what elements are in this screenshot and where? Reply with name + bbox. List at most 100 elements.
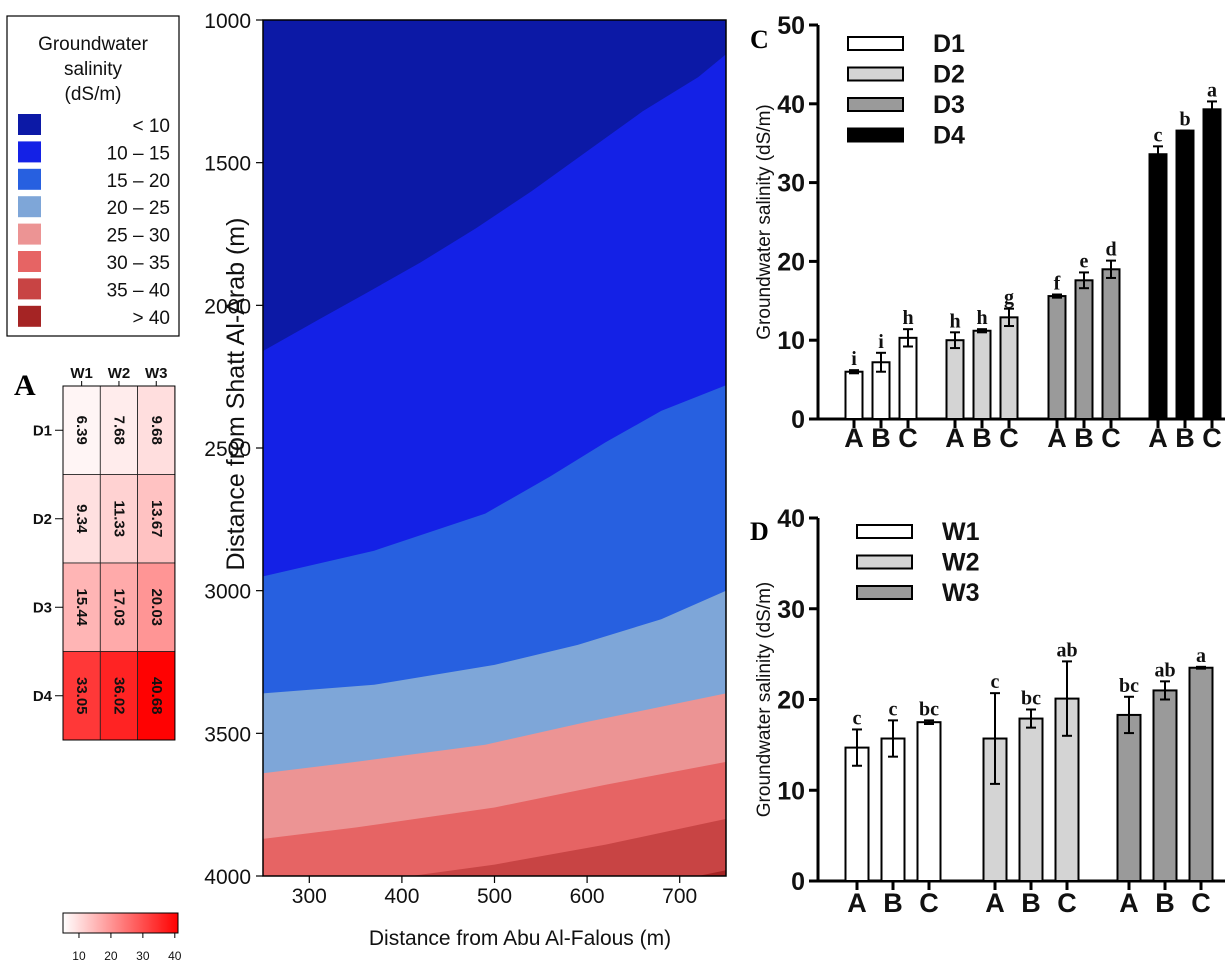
bar xyxy=(945,339,965,421)
colorbar-tick-label: 20 xyxy=(104,949,118,963)
panel-letter-a: A xyxy=(14,369,36,402)
heatmap-value: 9.68 xyxy=(148,416,165,445)
legend-swatch xyxy=(856,585,913,600)
x-tick-label: A xyxy=(847,888,867,918)
y-tick-label: 10 xyxy=(777,777,805,805)
x-tick-label: 500 xyxy=(477,885,512,908)
contour-region xyxy=(698,870,726,876)
legend-label: D4 xyxy=(933,122,965,150)
x-tick-label: A xyxy=(1119,888,1139,918)
y-tick-label: 2500 xyxy=(204,438,251,461)
legend-swatch xyxy=(18,305,41,327)
heatmap-cell xyxy=(99,651,139,741)
heatmap-col-label: W1 xyxy=(70,365,93,382)
legend-label: 10 – 15 xyxy=(107,143,170,164)
legend-title: Groundwater xyxy=(38,34,149,55)
colorbar xyxy=(62,912,179,934)
panel-letter-d: D xyxy=(750,517,769,546)
significance-letter: c xyxy=(1154,124,1163,146)
legend-label: 15 – 20 xyxy=(107,171,170,192)
y-tick-label: 3500 xyxy=(204,723,251,746)
y-tick-label: 4000 xyxy=(204,866,251,889)
bar xyxy=(972,329,992,420)
significance-letter: i xyxy=(851,348,857,370)
y-tick-label: 0 xyxy=(791,406,805,434)
heatmap-row-label: D1 xyxy=(33,422,52,439)
bar-panel-d: 0 10 20 30 40 Groundwater salinity (dS/m) c Ac B… xyxy=(754,505,1225,918)
bar xyxy=(1202,108,1222,420)
y-tick-label: 30 xyxy=(777,170,805,198)
y-tick-label: 0 xyxy=(791,868,805,896)
y-tick-label: 40 xyxy=(777,505,805,533)
panel-letter-c: C xyxy=(750,25,769,54)
legend-label: > 40 xyxy=(132,308,170,329)
y-tick-label: 1000 xyxy=(204,10,251,33)
legend-swatch xyxy=(847,127,904,143)
x-tick-label: C xyxy=(999,423,1019,453)
heatmap-value: 9.34 xyxy=(73,504,90,534)
heatmap-value: 36.02 xyxy=(110,677,127,715)
y-tick-label: 40 xyxy=(777,91,805,119)
significance-letter: f xyxy=(1054,272,1061,294)
x-tick-label: 300 xyxy=(292,885,327,908)
heatmap-value: 7.68 xyxy=(110,416,127,445)
x-tick-label: B xyxy=(972,423,992,453)
significance-letter: b xyxy=(1179,109,1190,131)
legend-swatch xyxy=(856,554,913,570)
heatmap-row-label: D2 xyxy=(33,511,52,528)
y-tick-label: 2000 xyxy=(204,295,251,318)
heatmap-col-label: W3 xyxy=(145,365,168,382)
heatmap-value: 40.68 xyxy=(148,677,165,715)
x-tick-label: C xyxy=(1191,888,1211,918)
legend-swatch xyxy=(847,36,904,51)
legend-swatch xyxy=(18,141,41,163)
legend-swatch xyxy=(18,223,41,245)
heatmap-value: 6.39 xyxy=(73,416,90,445)
y-tick-label: 30 xyxy=(777,596,805,624)
legend-label: D3 xyxy=(933,91,965,119)
heatmap-row-label: D3 xyxy=(33,599,52,616)
x-tick-label: B xyxy=(1155,888,1175,918)
significance-letter: bc xyxy=(1021,687,1041,709)
legend-swatch xyxy=(18,114,41,135)
bar-panel-c: 0 10 20 30 40 50 Groundwater salinity (dS/m) i A… xyxy=(754,12,1225,453)
legend-label: 20 – 25 xyxy=(107,198,170,219)
heatmap-value: 13.67 xyxy=(148,500,165,538)
significance-letter: i xyxy=(878,331,884,353)
bar xyxy=(898,336,918,420)
y-tick-label: 20 xyxy=(777,687,805,715)
bar xyxy=(1116,713,1142,882)
x-tick-label: B xyxy=(1175,423,1195,453)
heatmap-row-label: D4 xyxy=(33,688,53,705)
y-tick-label: 50 xyxy=(777,12,805,40)
bar xyxy=(999,316,1019,420)
x-tick-label: C xyxy=(1101,423,1121,453)
legend-label: D2 xyxy=(933,61,965,89)
x-tick-label: 400 xyxy=(384,885,419,908)
significance-letter: a xyxy=(1196,645,1206,667)
significance-letter: c xyxy=(889,698,898,720)
x-tick-label: B xyxy=(883,888,903,918)
bar xyxy=(1074,279,1094,421)
colorbar-tick-label: 30 xyxy=(136,949,150,963)
legend-label: W3 xyxy=(942,579,980,607)
significance-letter: a xyxy=(1207,79,1217,101)
legend-label: 30 – 35 xyxy=(107,253,170,274)
contour-panel-b: 300 400 500 600 700 1000 1500 2000 2500 3000 3500 4… xyxy=(204,10,727,950)
x-tick-label: C xyxy=(919,888,939,918)
y-axis-title: Distance from Shatt Al-Arab (m) xyxy=(222,218,250,571)
significance-letter: e xyxy=(1080,250,1089,272)
heatmap-cell xyxy=(62,562,101,652)
bar xyxy=(880,737,906,883)
bar xyxy=(1188,666,1214,882)
heatmap-panel-a: W1 W2 W3 D1 6.39 7.68 9.68 D2 9.34 11.33 13.67 D3 15… xyxy=(33,365,182,963)
significance-letter: h xyxy=(949,310,960,332)
heatmap-value: 20.03 xyxy=(148,588,165,626)
legend-label: 25 – 30 xyxy=(107,226,170,247)
legend-swatch xyxy=(18,168,41,190)
significance-letter: g xyxy=(1004,287,1014,309)
x-tick-label: A xyxy=(985,888,1005,918)
y-tick-label: 1500 xyxy=(204,153,251,176)
x-tick-label: 600 xyxy=(570,885,605,908)
legend-title: salinity xyxy=(64,59,123,80)
